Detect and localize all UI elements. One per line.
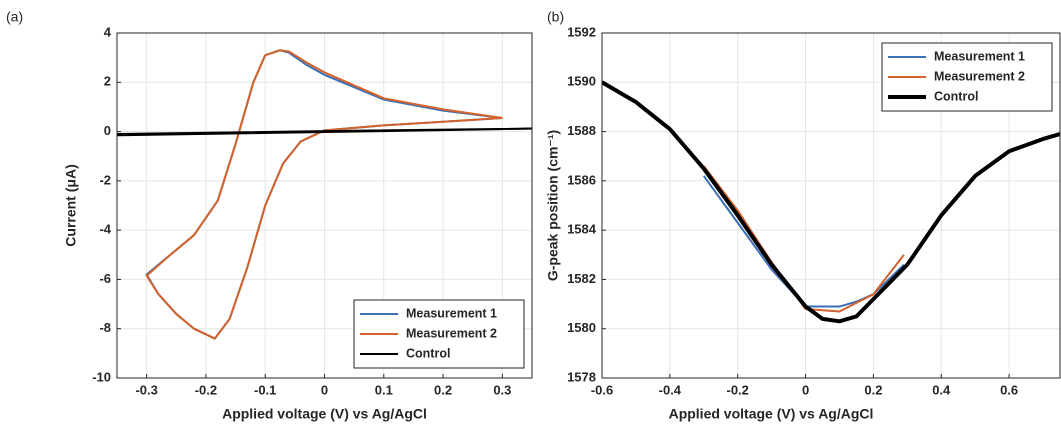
x-tick-label: -0.4 bbox=[659, 382, 682, 397]
y-tick-label: 2 bbox=[104, 74, 111, 89]
series-line bbox=[117, 127, 532, 137]
y-tick-label: 1580 bbox=[567, 320, 596, 335]
x-tick-label: 0 bbox=[802, 382, 809, 397]
x-tick-label: -0.6 bbox=[591, 382, 613, 397]
legend-label: Measurement 2 bbox=[934, 69, 1025, 83]
axes-frame bbox=[116, 32, 533, 379]
y-axis-label: G-peak position (cm⁻¹) bbox=[545, 130, 561, 281]
y-tick-label: -10 bbox=[92, 369, 111, 384]
y-tick-label: 4 bbox=[104, 24, 112, 39]
x-tick-label: 0 bbox=[321, 382, 328, 397]
y-tick-label: -8 bbox=[99, 320, 111, 335]
legend-label: Control bbox=[934, 89, 978, 103]
y-tick-label: 1586 bbox=[567, 172, 596, 187]
panel-label: (a) bbox=[6, 9, 23, 25]
legend-label: Measurement 1 bbox=[934, 49, 1025, 63]
legend-label: Measurement 1 bbox=[406, 306, 497, 320]
x-tick-label: 0.6 bbox=[1000, 382, 1018, 397]
y-tick-label: 1588 bbox=[567, 123, 596, 138]
x-tick-label: -0.3 bbox=[135, 382, 157, 397]
y-axis-label: Current (μA) bbox=[63, 164, 79, 246]
y-tick-label: 1592 bbox=[567, 24, 596, 39]
x-tick-label: 0.4 bbox=[932, 382, 951, 397]
y-tick-label: 1578 bbox=[567, 369, 596, 384]
x-tick-label: -0.2 bbox=[727, 382, 749, 397]
x-tick-label: 0.1 bbox=[375, 382, 393, 397]
panel-label: (b) bbox=[547, 9, 564, 25]
y-tick-label: -4 bbox=[99, 222, 111, 237]
y-tick-label: -2 bbox=[99, 172, 111, 187]
y-tick-label: 1584 bbox=[567, 222, 597, 237]
y-tick-label: 1582 bbox=[567, 271, 596, 286]
series-line bbox=[602, 80, 1060, 324]
x-tick-label: -0.2 bbox=[195, 382, 217, 397]
x-tick-label: 0.2 bbox=[864, 382, 882, 397]
x-axis-label: Applied voltage (V) vs Ag/AgCl bbox=[669, 406, 874, 422]
y-tick-label: 0 bbox=[104, 123, 111, 138]
legend-label: Control bbox=[406, 346, 450, 360]
x-tick-label: 0.2 bbox=[434, 382, 452, 397]
x-tick-label: 0.3 bbox=[493, 382, 511, 397]
x-tick-label: -0.1 bbox=[254, 382, 276, 397]
x-axis-label: Applied voltage (V) vs Ag/AgCl bbox=[222, 406, 427, 422]
y-tick-label: -6 bbox=[99, 271, 111, 286]
series-line bbox=[145, 49, 503, 340]
y-tick-label: 1590 bbox=[567, 74, 596, 89]
axes-frame bbox=[601, 32, 1061, 379]
legend-label: Measurement 2 bbox=[406, 326, 497, 340]
